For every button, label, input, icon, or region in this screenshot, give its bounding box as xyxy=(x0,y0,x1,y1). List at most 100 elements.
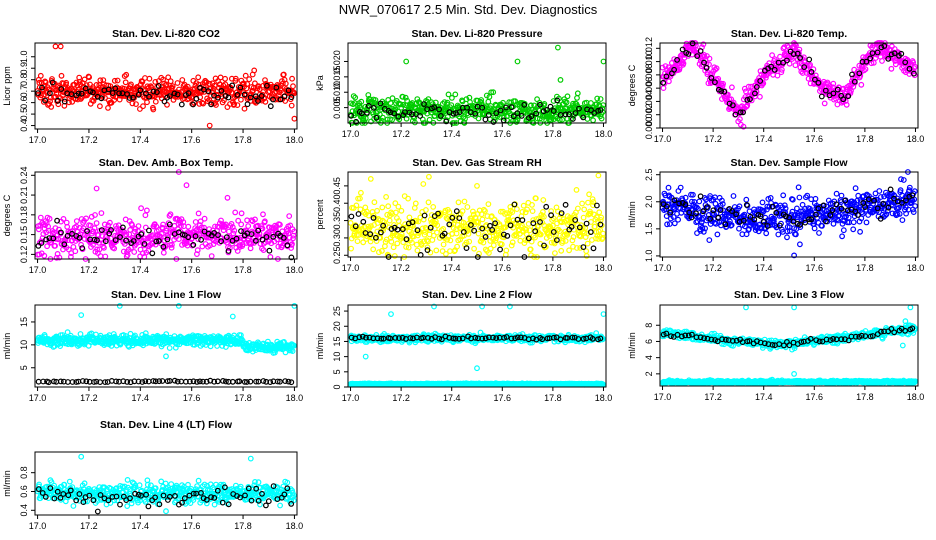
x-tick-label: 17.8 xyxy=(544,263,562,273)
point-subset xyxy=(463,245,470,252)
point-subset xyxy=(38,240,45,246)
point-subset xyxy=(521,101,528,108)
point-subset xyxy=(834,86,841,93)
point-subset xyxy=(353,118,360,125)
point-all xyxy=(725,91,731,98)
point-all xyxy=(524,206,530,213)
point-all xyxy=(167,211,174,218)
point-all xyxy=(595,228,602,235)
point-all xyxy=(535,224,541,230)
point-all xyxy=(781,202,788,209)
point-subset xyxy=(851,78,858,85)
point-subset xyxy=(288,254,295,261)
point-all xyxy=(260,247,267,254)
point-subset xyxy=(146,93,153,100)
y-tick-label: 2.0 xyxy=(644,196,654,209)
y-tick-label: 0.45 xyxy=(332,177,342,195)
point-all xyxy=(414,247,421,254)
x-tick-label: 17.6 xyxy=(183,393,201,403)
point-all xyxy=(541,213,547,220)
point-all xyxy=(840,227,847,234)
point-all xyxy=(433,247,440,254)
point-subset xyxy=(267,103,274,110)
point-all xyxy=(231,227,238,234)
x-tick-label: 17.4 xyxy=(443,263,461,273)
point-all xyxy=(152,78,159,85)
point-all xyxy=(812,195,819,202)
point-all xyxy=(247,245,254,252)
point-subset xyxy=(464,104,471,111)
point-subset xyxy=(541,242,547,249)
point-outlier xyxy=(291,303,298,309)
point-subset xyxy=(64,232,71,239)
figure-title: NWR_070617 2.5 Min. Std. Dev. Diagnostic… xyxy=(339,2,598,17)
point-all xyxy=(521,240,528,247)
point-all xyxy=(447,237,454,244)
point-subset xyxy=(815,79,822,86)
y-tick-label: 0.35 xyxy=(332,212,342,230)
point-all xyxy=(597,96,604,102)
point-subset xyxy=(403,236,410,243)
point-all xyxy=(863,206,869,213)
point-all xyxy=(574,90,581,97)
point-subset xyxy=(887,186,894,193)
point-subset xyxy=(721,88,728,95)
point-all xyxy=(389,95,396,102)
point-subset xyxy=(503,104,509,111)
point-subset xyxy=(532,228,539,235)
point-subset xyxy=(453,208,460,215)
point-all xyxy=(596,209,603,216)
point-all xyxy=(373,238,380,245)
point-all xyxy=(448,102,455,108)
x-tick-label: 17.6 xyxy=(806,134,824,144)
point-outlier xyxy=(595,172,602,179)
point-all xyxy=(486,93,493,100)
point-all xyxy=(358,98,365,105)
point-all xyxy=(81,76,88,83)
point-all xyxy=(371,199,378,206)
point-all xyxy=(912,63,918,70)
x-tick-label: 17.0 xyxy=(654,263,672,273)
point-all xyxy=(500,99,506,106)
point-subset xyxy=(558,210,565,217)
point-subset xyxy=(891,50,898,57)
point-subset xyxy=(771,66,778,73)
point-subset xyxy=(576,105,582,112)
point-all xyxy=(46,86,53,93)
point-all xyxy=(63,79,70,86)
point-all xyxy=(390,244,397,251)
point-all xyxy=(139,78,146,85)
point-all xyxy=(807,61,813,68)
point-all xyxy=(488,89,495,96)
point-all xyxy=(498,241,505,248)
y-tick-label: 2.5 xyxy=(644,168,654,181)
x-tick-label: 17.8 xyxy=(234,393,252,403)
point-all xyxy=(736,225,742,232)
point-subset xyxy=(112,85,119,92)
point-all xyxy=(399,234,406,241)
point-subset xyxy=(679,46,686,53)
point-subset xyxy=(109,90,116,96)
point-subset xyxy=(898,50,905,57)
point-all xyxy=(290,235,297,242)
point-all xyxy=(53,90,60,97)
point-subset xyxy=(156,238,162,244)
point-subset xyxy=(471,227,478,234)
point-subset xyxy=(112,237,119,244)
x-tick-label: 18.0 xyxy=(595,263,613,273)
point-subset xyxy=(493,110,500,117)
point-subset xyxy=(225,248,232,254)
point-subset xyxy=(98,95,105,102)
point-all xyxy=(217,81,223,88)
point-subset xyxy=(380,222,387,229)
point-all xyxy=(86,74,92,81)
point-all xyxy=(807,205,813,212)
point-subset xyxy=(456,109,463,115)
point-all xyxy=(381,219,388,226)
point-subset xyxy=(35,378,42,385)
point-subset xyxy=(76,234,83,241)
point-all xyxy=(479,216,486,223)
point-all xyxy=(245,223,252,230)
point-all xyxy=(439,248,446,255)
point-all xyxy=(425,96,432,102)
